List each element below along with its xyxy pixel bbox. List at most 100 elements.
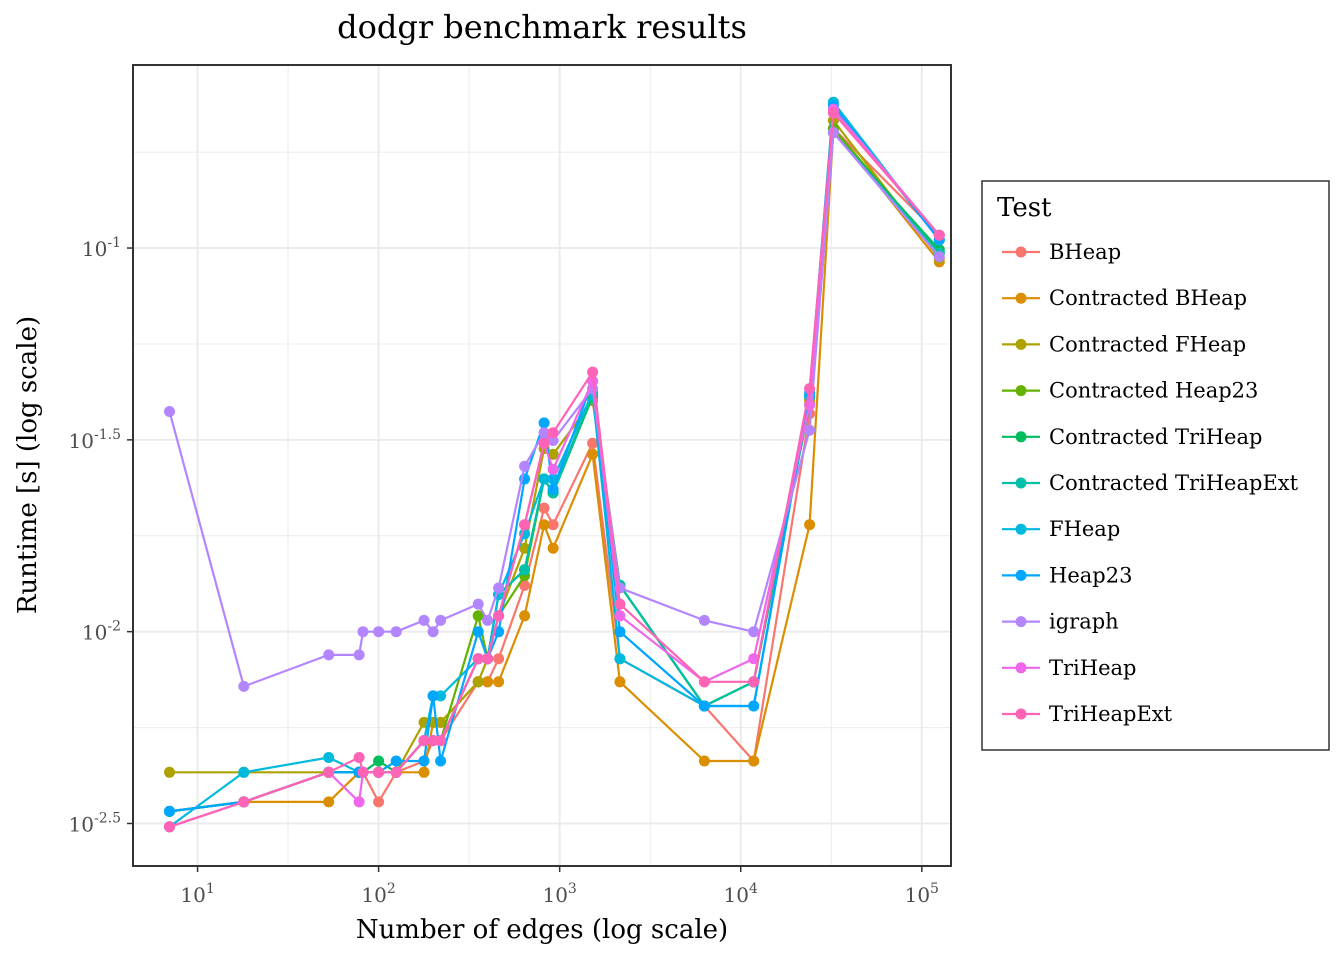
data-point [519,610,531,622]
data-point [164,406,175,417]
legend-label: Contracted BHeap [1049,286,1247,310]
data-point [390,755,402,767]
data-point [390,766,402,778]
data-point [493,676,505,688]
data-point [482,614,494,626]
legend-key-point [1015,385,1027,397]
legend-item: Contracted BHeap [1002,286,1247,310]
legend-box [981,180,1330,751]
data-point [353,752,365,763]
data-point [435,735,447,747]
data-point [587,437,599,449]
plot-panel [132,64,952,867]
data-point [538,437,550,449]
data-point [519,519,531,531]
y-tick-label: 10-1 [82,235,121,261]
data-point [547,519,559,531]
data-point [323,649,335,661]
data-point [827,127,839,139]
data-point [933,229,945,241]
data-point [164,821,175,833]
data-point [323,766,335,778]
legend-key-point [1015,708,1027,720]
legend-key-point [1015,662,1027,674]
data-point [357,766,369,778]
data-point [614,676,626,688]
data-point [418,614,430,626]
data-point [748,755,760,767]
data-point [353,796,365,808]
legend-label: Contracted Heap23 [1049,379,1258,403]
data-point [519,542,531,554]
x-tick-label: 101 [180,881,214,907]
data-point [435,755,447,767]
data-point [547,427,559,439]
legend-key-point [1015,431,1027,443]
x-axis-ticks: 101 102 103 104 105 [180,866,939,907]
chart-title: dodgr benchmark results [337,8,747,46]
data-point [472,676,484,688]
data-point [373,626,385,638]
data-point [614,610,626,622]
legend-label: igraph [1049,610,1119,634]
y-tick-label: 10-1.5 [69,427,121,453]
series-layer [164,96,945,833]
data-point [519,460,531,472]
data-point [748,653,760,665]
data-point [804,519,816,531]
legend-label: Contracted TriHeap [1049,425,1262,449]
legend-label: Contracted FHeap [1049,332,1246,356]
plot-background [133,65,951,866]
data-point [933,251,945,263]
data-point [323,796,335,808]
legend-key-point [1015,338,1027,350]
legend-item: Contracted Heap23 [1002,379,1258,403]
data-point [547,542,559,554]
data-point [614,653,626,665]
y-tick-label: 10-2.5 [69,810,121,836]
data-point [482,676,494,688]
legend-label: BHeap [1049,240,1121,264]
data-point [472,626,484,638]
plot-border [132,64,952,867]
legend-key-point [1015,616,1027,628]
data-point [538,473,550,485]
legend-label: TriHeapExt [1049,702,1173,726]
data-point [804,383,816,395]
legend-item: Contracted TriHeap [1002,425,1262,449]
data-point [698,676,710,688]
legend-key-point [1015,523,1027,535]
legend-item: FHeap [1002,517,1120,541]
data-point [472,610,484,622]
x-tick-label: 105 [905,881,939,907]
series-triheapext [164,107,945,833]
data-point [238,766,250,778]
legend-key-point [1015,292,1027,304]
legend-items: BHeap Contracted BHeap Contracted FHeap Con… [1002,240,1299,726]
data-point [164,766,175,778]
legend: Test BHeap Contracted BHeap Contracted FHe… [981,180,1330,751]
y-tick-label: 10-2 [82,619,121,645]
legend-item: TriHeap [1002,656,1136,680]
data-point [373,766,385,778]
data-point [390,626,402,638]
data-point [435,614,447,626]
data-point [418,755,430,767]
data-point [519,564,531,576]
data-point [472,653,484,665]
data-point [547,435,559,446]
data-point [538,427,550,439]
data-point [493,610,505,622]
data-point [698,614,710,626]
data-point [748,626,760,638]
x-tick-label: 103 [542,881,576,907]
legend-label: FHeap [1049,517,1120,541]
data-point [238,680,250,692]
data-point [538,417,550,429]
legend-item: Heap23 [1002,563,1132,587]
legend-item: TriHeapExt [1002,702,1173,726]
y-axis-title: Runtime [s] (log scale) [13,316,43,614]
data-point [587,448,599,460]
data-point [418,766,430,778]
data-point [547,463,559,475]
